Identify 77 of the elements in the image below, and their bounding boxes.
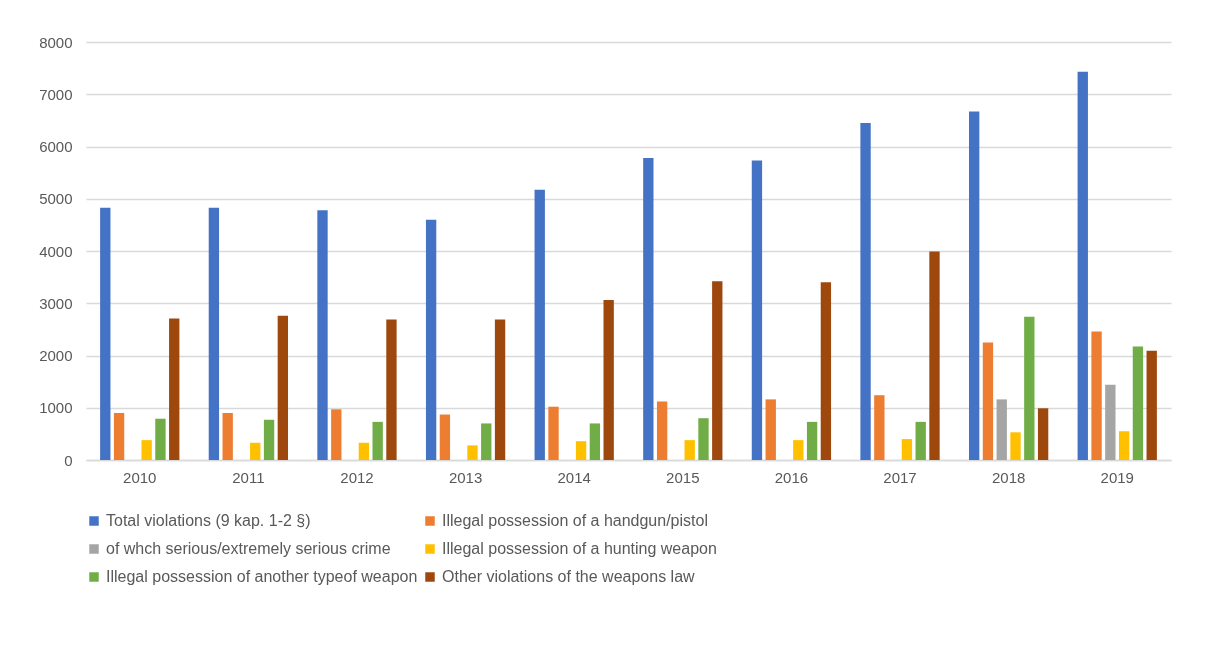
bar [372,421,383,460]
legend-label: Total violations (9 kap. 1-2 §) [106,512,311,529]
y-tick-label: 5000 [39,190,73,208]
legend-label: Illegal possession of a handgun/pistol [442,512,708,529]
legend-label: of whch serious/extremely serious crime [106,540,391,557]
bar [1091,331,1102,460]
bar [425,219,437,460]
bar [331,409,342,460]
bar [263,419,275,460]
bar [222,412,233,460]
x-tick-label: 2013 [448,468,483,486]
bar [100,207,111,460]
bar [698,418,709,460]
bar [1105,384,1116,460]
bar [874,395,885,460]
bar [820,282,832,460]
x-tick-label: 2014 [557,468,591,486]
bar [589,423,601,460]
bar [643,158,654,460]
bar [1118,431,1130,460]
bar [1146,350,1157,460]
bar [656,401,668,460]
y-tick-label: 4000 [39,242,73,260]
y-tick-label: 2000 [39,347,73,364]
legend-label: Other violations of the weapons law [442,568,696,585]
bar [1024,316,1035,460]
x-tick-label: 2018 [991,468,1026,486]
x-tick-label: 2011 [232,468,265,486]
bar [901,439,913,460]
bar [1010,432,1021,460]
bar [806,421,818,460]
bar [968,111,980,460]
bar [358,442,370,460]
x-tick-label: 2010 [123,468,157,486]
bar [929,251,940,460]
bar [467,445,478,460]
x-tick-label: 2017 [883,468,917,486]
y-tick-label: 1000 [39,399,73,417]
bar [982,342,994,460]
bar [793,440,804,460]
bar [113,412,125,460]
bar [603,300,614,460]
bar [317,210,328,460]
bar [1037,408,1049,460]
bar [684,440,695,460]
x-tick-label: 2016 [774,468,809,486]
bar [169,318,180,460]
bar [155,418,166,460]
y-tick-label: 8000 [39,33,73,51]
bar [1077,71,1088,460]
bar [277,315,289,460]
y-tick-label: 3000 [39,294,73,312]
bar [386,319,397,460]
bar [494,319,506,460]
bar [141,440,152,460]
bar [534,189,545,460]
x-tick-label: 2015 [666,468,700,486]
bar [915,421,926,460]
x-tick-label: 2012 [340,468,374,486]
bar [751,160,763,460]
bar [1132,346,1144,460]
bar [575,441,587,460]
bar [208,207,220,460]
bar [996,399,1007,460]
y-tick-label: 0 [64,451,73,469]
y-tick-label: 7000 [39,85,73,103]
bar [765,399,776,460]
bar [481,423,492,460]
bar [250,442,261,460]
bar [712,281,723,460]
x-tick-label: 2019 [1100,468,1134,486]
bar [548,406,559,460]
bar [860,122,871,460]
y-tick-label: 6000 [39,138,73,155]
legend-label: Illegal possession of a hunting weapon [442,540,717,557]
legend-label: Illegal possession of another typeof weapon [106,568,418,585]
bar [439,414,451,460]
